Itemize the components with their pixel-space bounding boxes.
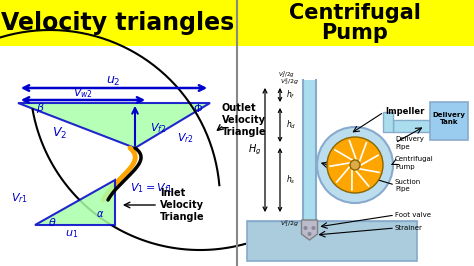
Text: $h_f$: $h_f$ [286,89,295,101]
Text: $V_1^2/2g$: $V_1^2/2g$ [280,219,299,229]
Text: Inlet
Velocity
Triangle: Inlet Velocity Triangle [160,188,205,222]
Text: $u_2$: $u_2$ [106,74,120,88]
Bar [247,221,417,261]
Circle shape [311,226,316,230]
Text: $V_2^2/2g$: $V_2^2/2g$ [278,70,295,80]
Bar [0,46,237,266]
Text: $V_1 = V_{f1}$: $V_1 = V_{f1}$ [130,181,173,195]
Bar [237,46,474,266]
Text: $u_1$: $u_1$ [65,228,79,240]
Text: Delivery
Tank: Delivery Tank [432,111,465,124]
FancyBboxPatch shape [430,102,468,140]
Text: Delivery
Pipe: Delivery Pipe [395,136,424,149]
Bar [303,80,316,220]
Text: $V_2$: $V_2$ [53,126,68,140]
Text: $h_s$: $h_s$ [286,174,295,186]
Text: Centrifugal
Pump: Centrifugal Pump [289,3,421,43]
Polygon shape [18,103,210,148]
Text: $V_{f2}$: $V_{f2}$ [150,121,166,135]
Text: $V_{r1}$: $V_{r1}$ [11,191,28,205]
Circle shape [327,137,383,193]
Text: $V_2^2/2g$: $V_2^2/2g$ [280,77,299,88]
Text: Impeller: Impeller [385,107,424,117]
Polygon shape [35,180,115,225]
Text: $h_d$: $h_d$ [286,119,296,131]
Text: Velocity triangles: Velocity triangles [1,11,235,35]
Bar [393,120,430,132]
Text: Foot valve: Foot valve [395,212,431,218]
Text: $\Phi$: $\Phi$ [193,102,203,114]
Circle shape [317,127,393,203]
Text: $V_{w2}$: $V_{w2}$ [73,86,93,100]
Text: $\beta$: $\beta$ [36,101,45,115]
Bar [383,112,393,132]
Circle shape [308,232,311,236]
Bar [316,159,317,171]
Text: $H_g$: $H_g$ [248,143,262,157]
Text: Centrifugal
Pump: Centrifugal Pump [395,156,434,169]
Text: $\alpha$: $\alpha$ [96,209,104,219]
Text: Suction
Pipe: Suction Pipe [395,178,421,192]
Text: $V_{r2}$: $V_{r2}$ [176,131,193,145]
Circle shape [303,226,308,230]
Circle shape [350,160,360,170]
Text: Outlet
Velocity
Triangle: Outlet Velocity Triangle [222,103,266,138]
Text: Strainer: Strainer [395,225,423,231]
Polygon shape [301,220,318,240]
Bar [0,0,474,46]
Text: $\theta$: $\theta$ [48,216,56,228]
